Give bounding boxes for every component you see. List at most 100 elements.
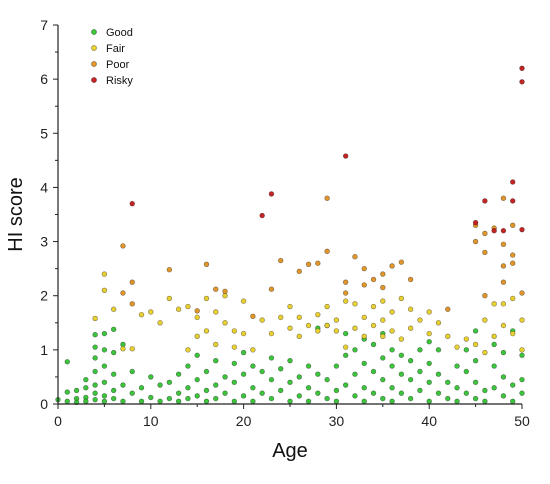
data-point (305, 322, 312, 329)
data-point (83, 385, 89, 391)
data-point (352, 371, 358, 377)
data-point (92, 390, 98, 396)
data-point (240, 298, 247, 304)
x-tick-label: 0 (54, 413, 62, 429)
data-point (510, 398, 516, 404)
data-point (333, 398, 340, 404)
data-point (407, 357, 414, 364)
data-point (194, 352, 200, 358)
data-point (352, 347, 358, 353)
data-point (370, 303, 377, 310)
x-axis-ticks: 0 10 20 30 40 50 (54, 404, 530, 429)
data-point (510, 179, 516, 185)
data-point (259, 212, 265, 219)
data-point (194, 393, 200, 399)
legend-marker (91, 45, 97, 51)
data-point (342, 352, 349, 358)
data-point (250, 385, 256, 391)
data-point (370, 276, 377, 283)
data-point (435, 320, 442, 326)
data-point (380, 376, 386, 383)
data-point (83, 398, 89, 404)
data-point (361, 360, 367, 367)
data-point (333, 387, 340, 394)
data-point (110, 326, 117, 332)
data-point (389, 385, 395, 391)
data-point (482, 249, 488, 256)
data-point (352, 254, 358, 260)
data-point (101, 393, 108, 399)
data-point (380, 317, 386, 323)
data-point (110, 306, 117, 312)
data-point (342, 344, 349, 350)
data-point (491, 363, 497, 369)
data-point (240, 393, 247, 399)
data-point (213, 395, 219, 402)
data-point (268, 395, 275, 402)
data-point (231, 328, 238, 334)
data-point (482, 230, 488, 237)
data-point (519, 347, 525, 353)
data-point (398, 390, 405, 396)
data-point (287, 379, 293, 386)
data-point (361, 398, 367, 404)
data-point (380, 298, 386, 304)
data-point (519, 65, 525, 72)
data-point (510, 260, 516, 266)
data-point (129, 279, 135, 285)
y-tick-label: 7 (40, 17, 48, 33)
legend-marker (91, 61, 97, 67)
data-point (380, 395, 386, 402)
data-point (352, 301, 358, 307)
data-point (240, 330, 247, 337)
data-point (166, 295, 173, 302)
data-point (231, 379, 238, 386)
data-point (398, 295, 405, 302)
data-point (213, 309, 219, 315)
data-point (435, 390, 442, 396)
x-tick-label: 30 (329, 413, 345, 429)
data-point (361, 282, 367, 288)
data-point (482, 398, 488, 404)
legend-label: Poor (106, 59, 130, 71)
data-point (491, 301, 497, 307)
data-point (519, 226, 525, 233)
data-point (342, 382, 349, 388)
data-point (120, 290, 126, 296)
data-point (203, 261, 210, 268)
y-tick-label: 3 (40, 234, 48, 250)
data-point (426, 339, 432, 345)
data-point (185, 303, 191, 310)
data-point (472, 238, 479, 245)
data-point (250, 398, 256, 404)
data-point (203, 328, 210, 334)
data-point (463, 390, 470, 396)
data-point (500, 393, 507, 399)
data-point (417, 387, 423, 394)
data-point (482, 349, 488, 356)
data-point (519, 352, 525, 358)
data-point (472, 379, 479, 386)
data-point (185, 395, 191, 402)
data-point (231, 398, 238, 404)
data-point (250, 363, 256, 369)
data-point (389, 347, 395, 353)
data-point (500, 228, 507, 234)
data-point (296, 268, 302, 275)
data-point (500, 241, 507, 247)
data-point (101, 379, 108, 386)
data-point (435, 347, 442, 353)
data-point (296, 374, 302, 380)
data-point (389, 363, 395, 369)
data-point (342, 330, 349, 337)
data-point (315, 311, 321, 318)
data-point (213, 341, 219, 348)
data-point (491, 341, 497, 348)
data-point (120, 243, 126, 249)
data-point (500, 263, 507, 269)
data-point (240, 371, 247, 377)
data-point (203, 398, 210, 404)
data-point (510, 252, 516, 258)
data-point (463, 336, 470, 342)
